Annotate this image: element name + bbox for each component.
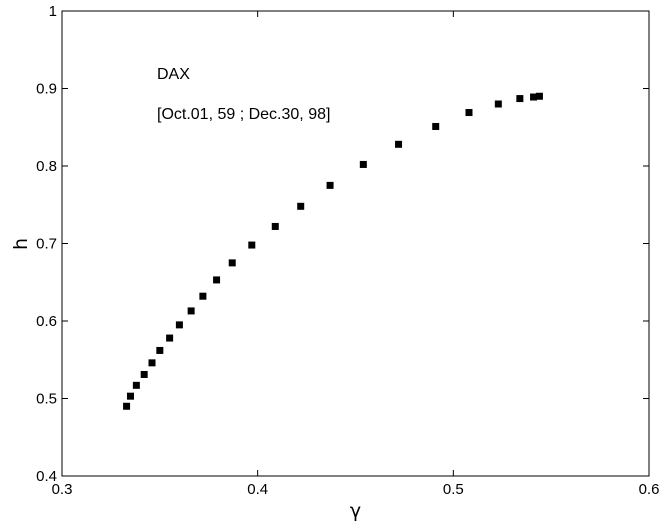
data-point <box>494 100 502 108</box>
data-point <box>126 392 134 400</box>
data-point <box>516 95 524 103</box>
axis-tick-labels: 0.3 0.4 0.5 0.60.40.50.60.70.80.91 <box>36 3 659 498</box>
x-tick-label: 0.6 <box>639 481 660 498</box>
annotation-dax: DAX <box>157 66 190 83</box>
y-tick-label: 0.8 <box>36 158 57 175</box>
x-tick-label: 0.4 <box>247 481 268 498</box>
data-point <box>175 321 183 329</box>
data-point <box>123 402 131 410</box>
annotation-date-range: [Oct.01, 59 ; Dec.30, 98] <box>157 106 330 123</box>
data-points <box>123 92 543 410</box>
data-point <box>271 222 279 230</box>
data-point <box>530 93 538 101</box>
data-point <box>326 181 334 189</box>
data-point <box>228 259 236 267</box>
data-point <box>156 346 164 354</box>
y-tick-label: 1 <box>49 3 57 20</box>
data-point <box>432 122 440 130</box>
plot-area-frame <box>61 10 650 477</box>
x-tick-label: 0.5 <box>443 481 464 498</box>
axis-ticks <box>61 10 650 477</box>
y-axis-label: h <box>10 238 32 250</box>
data-point <box>148 359 156 367</box>
data-point <box>140 370 148 378</box>
x-axis-label: γ <box>350 500 361 522</box>
data-point <box>395 140 403 148</box>
y-tick-label: 0.9 <box>36 81 57 98</box>
y-tick-label: 0.7 <box>36 236 57 253</box>
data-point <box>535 92 543 100</box>
data-point <box>187 307 195 315</box>
data-point <box>297 202 305 210</box>
data-point <box>465 109 473 117</box>
data-point <box>248 241 256 249</box>
y-tick-label: 0.5 <box>36 391 57 408</box>
data-point <box>199 292 207 300</box>
x-tick-label: 0.3 <box>52 481 73 498</box>
y-tick-label: 0.6 <box>36 313 57 330</box>
data-point <box>132 381 140 389</box>
y-tick-label: 0.4 <box>36 468 57 485</box>
data-point <box>213 276 221 284</box>
data-point <box>359 160 367 168</box>
data-point <box>166 334 174 342</box>
